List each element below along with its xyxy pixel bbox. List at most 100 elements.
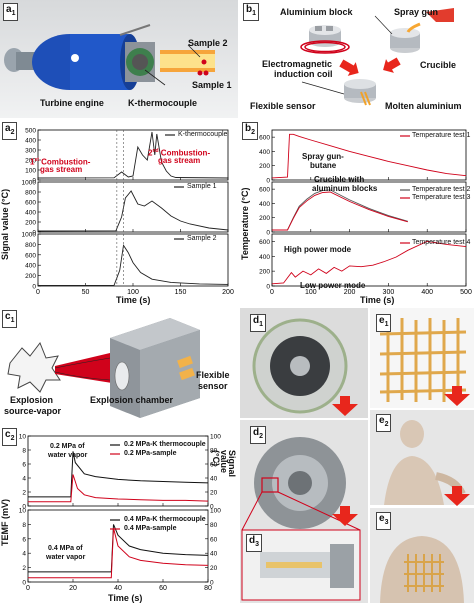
label-sensor-c1: sensor xyxy=(198,381,228,391)
b2-annotation-spray-line2: butane xyxy=(310,161,337,170)
b2-sub3-axes-frame xyxy=(271,233,467,287)
b2-series-test1 xyxy=(271,133,467,179)
panel-e: e1 e2 e3 xyxy=(370,308,474,603)
c2-series-sample-2 xyxy=(28,527,209,579)
c2-sub2-xtick-label: 80 xyxy=(204,585,212,592)
a2-sub1-ytick-label: 300 xyxy=(25,148,36,155)
panel-a2: a2 0 100 200 300 400 500 0 200 400 600 800 1000 0 200… xyxy=(0,120,238,306)
a2-sub3-ytick-label: 800 xyxy=(25,242,36,249)
a2-annotation-second-stream-line2: gas stream xyxy=(158,156,201,165)
c2-sub1-ytick-label: 6 xyxy=(22,462,26,469)
b2-sub3-xtick-label: 100 xyxy=(305,289,317,296)
wearable-sensor-illustration xyxy=(370,308,474,603)
a2-annotation-first-stream-line2: gas stream xyxy=(40,165,83,174)
b2-annotation-low-power: Low power mode xyxy=(300,281,366,290)
c2-sub1-ytick-label: 2 xyxy=(22,490,26,497)
b2-sub1-ytick-label: 400 xyxy=(259,149,270,156)
b2-series-test4 xyxy=(271,240,467,285)
b2-annotation-crucible-line1: Crucible with xyxy=(314,175,365,184)
a2-sub1-ytick-label: 100 xyxy=(25,168,36,175)
a2-sub3-xtick-label: 100 xyxy=(127,289,139,296)
c2-annotation-bottom-line1: 0.4 MPa of xyxy=(48,545,83,552)
a2-sub3-xtick-label: 150 xyxy=(175,289,187,296)
explosion-chamber-illustration xyxy=(7,318,200,418)
label-coil-line2: induction coil xyxy=(274,69,333,79)
c2-sub2-ytick-label: 10 xyxy=(19,508,27,515)
c2-sub1-ytick-right-label: 60 xyxy=(210,462,218,469)
a2-sub2-ytick-label: 600 xyxy=(25,200,36,207)
a2-sub3-ytick-label: 400 xyxy=(25,263,36,270)
c2-legend-0.2-thermocouple: 0.2 MPa-K thermocouple xyxy=(124,441,206,448)
a2-sub1-ytick-label: 400 xyxy=(25,138,36,145)
panel-a1: a1 Sample 2 Sample 1 Turbine engine K-th… xyxy=(0,0,238,118)
b2-sub2-ytick-label: 200 xyxy=(259,215,270,222)
a2-sub3-xtick-label: 0 xyxy=(36,289,40,296)
a2-sub2-ytick-label: 200 xyxy=(25,220,36,227)
c2-legend-0.4-sample: 0.4 MPa-sample xyxy=(124,525,177,532)
c2-ylabel-right: Signal value (°C) xyxy=(211,450,237,478)
b2-sub3-xtick-label: 500 xyxy=(460,289,472,296)
c2-legend-0.2-sample: 0.2 MPa-sample xyxy=(124,450,177,457)
c2-sub2-ytick-right-label: 20 xyxy=(210,565,218,572)
label-aluminium-block: Aluminium block xyxy=(280,7,353,17)
a2-sub2-ytick-label: 800 xyxy=(25,190,36,197)
c2-sub2-ytick-right-label: 40 xyxy=(210,551,218,558)
a2-annotation-first-stream: 1st Combustion- xyxy=(30,157,91,167)
a2-legend-sample-2: Sample 2 xyxy=(187,235,217,242)
panel-label-e2: e2 xyxy=(376,414,392,432)
c2-sub2-ytick-label: 8 xyxy=(22,522,26,529)
c2-sub1-ytick-label: 8 xyxy=(22,448,26,455)
label-sample-1: Sample 1 xyxy=(192,80,232,90)
c2-annotation-bottom-line2: water vapor xyxy=(46,554,86,561)
c2-series-sample-1 xyxy=(28,474,209,503)
c2-sub2-xtick-label: 20 xyxy=(69,585,77,592)
c2-sub1-ytick-right-label: 100 xyxy=(210,434,221,441)
b2-sub1-ytick-label: 200 xyxy=(259,163,270,170)
molten-aluminium-illustration xyxy=(300,8,454,106)
panel-c1: c1 Explosion source-vapor Explosion cham… xyxy=(0,308,238,424)
panel-b1: b1 Aluminium block Spray gun Electromagn… xyxy=(240,0,474,118)
c2-sub1-ytick-label: 10 xyxy=(19,434,27,441)
c2-sub2-xtick-label: 0 xyxy=(26,585,30,592)
c2-sub1-ytick-label: 4 xyxy=(22,476,26,483)
b2-sub3-xtick-label: 200 xyxy=(344,289,356,296)
a2-sub1-ytick-label: 0 xyxy=(32,178,36,185)
label-explosion-chamber: Explosion chamber xyxy=(90,395,174,405)
c2-legend-0.4-thermocouple: 0.4 MPa-K thermocouple xyxy=(124,516,206,523)
a2-sub1-ytick-label: 500 xyxy=(25,128,36,135)
a2-sub2-ytick-label: 400 xyxy=(25,210,36,217)
c2-ylabel-left: TEMF (mV) xyxy=(0,499,10,546)
panel-label-d1: d1 xyxy=(250,314,267,332)
c2-sub2-ytick-label: 4 xyxy=(22,551,26,558)
b2-sub3-ytick-label: 0 xyxy=(266,284,270,291)
a2-sub3-ytick-label: 600 xyxy=(25,252,36,259)
b2-sub3-xtick-label: 300 xyxy=(383,289,395,296)
c2-sub2-xtick-label: 40 xyxy=(114,585,122,592)
chart-b2: 0 200 400 600 0 200 400 600 0 200 400 600 0 100 200 300… xyxy=(259,129,472,296)
b2-sub3-ytick-label: 400 xyxy=(259,254,270,261)
a2-sub3-ytick-label: 1000 xyxy=(22,232,37,239)
a2-xlabel: Time (s) xyxy=(116,295,151,305)
c2-sub2-ytick-right-label: 0 xyxy=(210,580,214,587)
b2-annotation-spray-line1: Spray gun- xyxy=(302,152,344,161)
c2-sub1-ytick-right-label: 80 xyxy=(210,448,218,455)
c2-sub2-ytick-label: 2 xyxy=(22,565,26,572)
c2-sub2-ytick-right-label: 60 xyxy=(210,536,218,543)
label-flexible-sensor: Flexible sensor xyxy=(250,101,316,111)
b2-sub1-axes-frame xyxy=(271,129,467,181)
b2-sub3-xtick-label: 400 xyxy=(421,289,433,296)
c2-sub2-ytick-right-label: 100 xyxy=(210,508,221,515)
panel-label-d2: d2 xyxy=(250,426,267,444)
a2-series-3 xyxy=(37,244,229,286)
panel-label-a2: a2 xyxy=(2,122,18,140)
c2-sub2-ytick-right-label: 80 xyxy=(210,522,218,529)
c2-sub1-ytick-right-label: 0 xyxy=(210,504,214,511)
c2-sub2-ytick-label: 0 xyxy=(22,580,26,587)
c2-sub1-ytick-right-label: 20 xyxy=(210,490,218,497)
a2-legend-sample-1: Sample 1 xyxy=(187,183,217,190)
panel-label-d3: d3 xyxy=(246,534,263,552)
panel-label-a1: a1 xyxy=(3,3,19,21)
panel-d: d1 d2 d3 xyxy=(240,308,368,603)
b2-sub3-ytick-label: 600 xyxy=(259,239,270,246)
